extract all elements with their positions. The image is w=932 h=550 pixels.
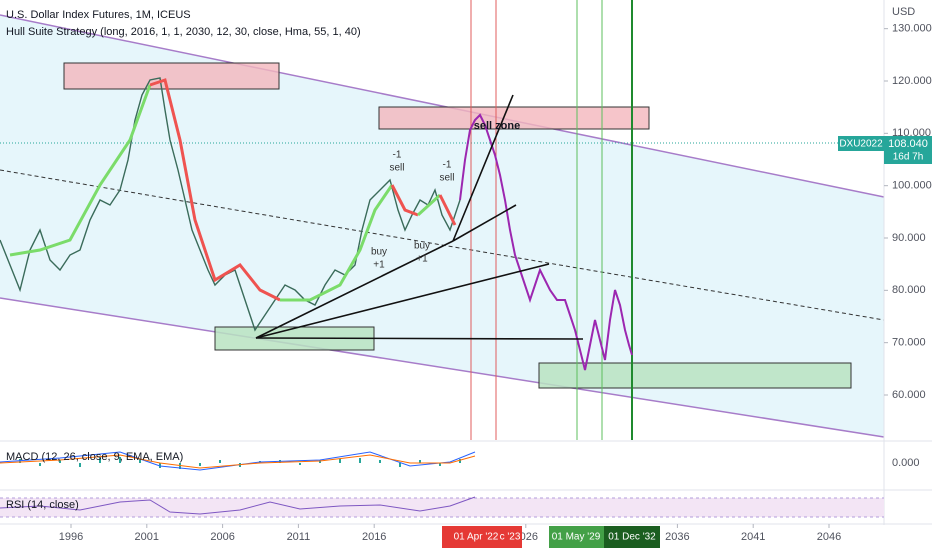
macd-zero: 0.000 [892,457,920,469]
countdown-text: 16d 7h [893,152,924,163]
signal-label: -1 [393,150,402,161]
channel-upper [0,14,885,198]
hull-ma-down [390,184,419,217]
buy-box [538,362,852,389]
y-tick-label: 120.000 [892,75,932,87]
y-tick-label: 90.000 [892,232,926,244]
x-tick-label: 2011 [287,531,311,543]
time-highlight-text: 01 Dec '32 [608,532,656,543]
x-tick-label: 2036 [665,531,689,543]
x-ticks: 1996 2001 2006 2011 2016 2026 2036 2041 2046 [59,524,841,543]
y-tick-label: 130.000 [892,23,932,35]
hull-ma-down [149,78,281,302]
channel-mid [0,169,885,321]
rsi-label: RSI (14, close) [6,499,79,511]
sell-box [63,62,280,90]
hull-ma-down [438,194,457,226]
signal-label: buy [371,247,387,258]
sell-box [378,106,650,130]
x-tick-label: 2016 [362,531,386,543]
time-highlight [549,526,604,548]
time-highlight [442,526,522,548]
rsi-line [0,496,476,515]
signal-label: -1 [443,160,452,171]
time-highlight [604,526,660,548]
x-tick-label: 1996 [59,531,83,543]
hull-ma-up [280,184,394,302]
symbol-tag-text: DXU2022 [839,139,883,150]
time-highlight-text: 01 Apr '22 [454,532,499,543]
hull-ma-up [416,193,442,217]
y-tick-label: 60.000 [892,389,926,401]
signal-line [0,454,476,469]
x-tick-label: 2006 [210,531,234,543]
trend-lines [255,94,584,340]
sell-zone-label: sell zone [474,120,520,132]
price-tag [884,136,932,164]
hull-ma-up [9,84,152,257]
macd-line [0,451,476,471]
signal-label: buy [414,241,430,252]
price-projection [459,113,633,371]
symbol-tag [838,136,884,151]
price-axis [884,0,932,525]
price-tag-text: 108.040 [888,138,928,150]
time-highlight-text: c '23 [500,532,521,543]
signal-label: sell [389,163,404,174]
channel-lower [0,297,885,438]
x-tick-label: 2046 [817,531,841,543]
macd-label: MACD (12, 26, close, 9, EMA, EMA) [6,451,183,463]
chart-title: U.S. Dollar Index Futures, 1M, ICEUS [6,9,191,21]
strategy-label: Hull Suite Strategy (long, 2016, 1, 1, 2… [6,26,361,38]
y-tick-label: 70.000 [892,337,926,349]
signal-label: +1 [416,254,428,265]
time-highlight-text: 01 May '29 [552,532,601,543]
signal-label: sell [439,173,454,184]
currency-label: USD [892,6,915,18]
y-tick-label: 100.000 [892,180,932,192]
x-tick-label: 2041 [741,531,765,543]
y-tick-label: 80.000 [892,284,926,296]
signal-label: +1 [373,260,385,271]
x-tick-label: 2001 [135,531,159,543]
